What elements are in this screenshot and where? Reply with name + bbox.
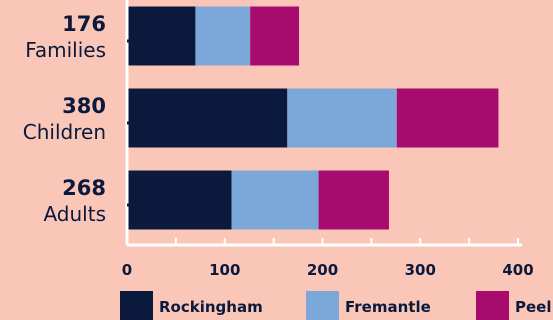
- x-ticks: 0 100 200 300 400: [122, 39, 534, 279]
- bars: [127, 6, 499, 230]
- category-total-label: 176: [62, 12, 106, 36]
- bar-families-rockingham: [127, 6, 196, 66]
- legend-swatch-rockingham: [120, 291, 153, 320]
- legend-swatch-fremantle: [306, 291, 339, 320]
- category-name-label: Children: [23, 120, 106, 144]
- x-tick-label: 200: [307, 261, 338, 279]
- legend-swatch-peel: [476, 291, 509, 320]
- category-total-label: 380: [62, 94, 106, 118]
- category-name-label: Adults: [43, 202, 106, 226]
- bar-children-rockingham: [127, 88, 288, 148]
- legend: Rockingham Fremantle Peel: [120, 291, 551, 320]
- legend-label-fremantle: Fremantle: [345, 298, 431, 316]
- bar-adults-rockingham: [127, 170, 232, 230]
- legend-label-rockingham: Rockingham: [159, 298, 263, 316]
- bar-children-peel: [396, 88, 499, 148]
- legend-label-peel: Peel: [515, 298, 551, 316]
- bar-children-fremantle: [287, 88, 397, 148]
- x-tick-label: 0: [122, 261, 132, 279]
- bar-families-peel: [250, 6, 300, 66]
- bar-adults-fremantle: [231, 170, 319, 230]
- category-name-label: Families: [25, 38, 106, 62]
- bar-families-fremantle: [195, 6, 251, 66]
- x-tick-label: 400: [502, 261, 533, 279]
- x-tick-label: 300: [405, 261, 436, 279]
- category-total-label: 268: [62, 176, 106, 200]
- bar-adults-peel: [318, 170, 389, 230]
- x-tick-label: 100: [209, 261, 240, 279]
